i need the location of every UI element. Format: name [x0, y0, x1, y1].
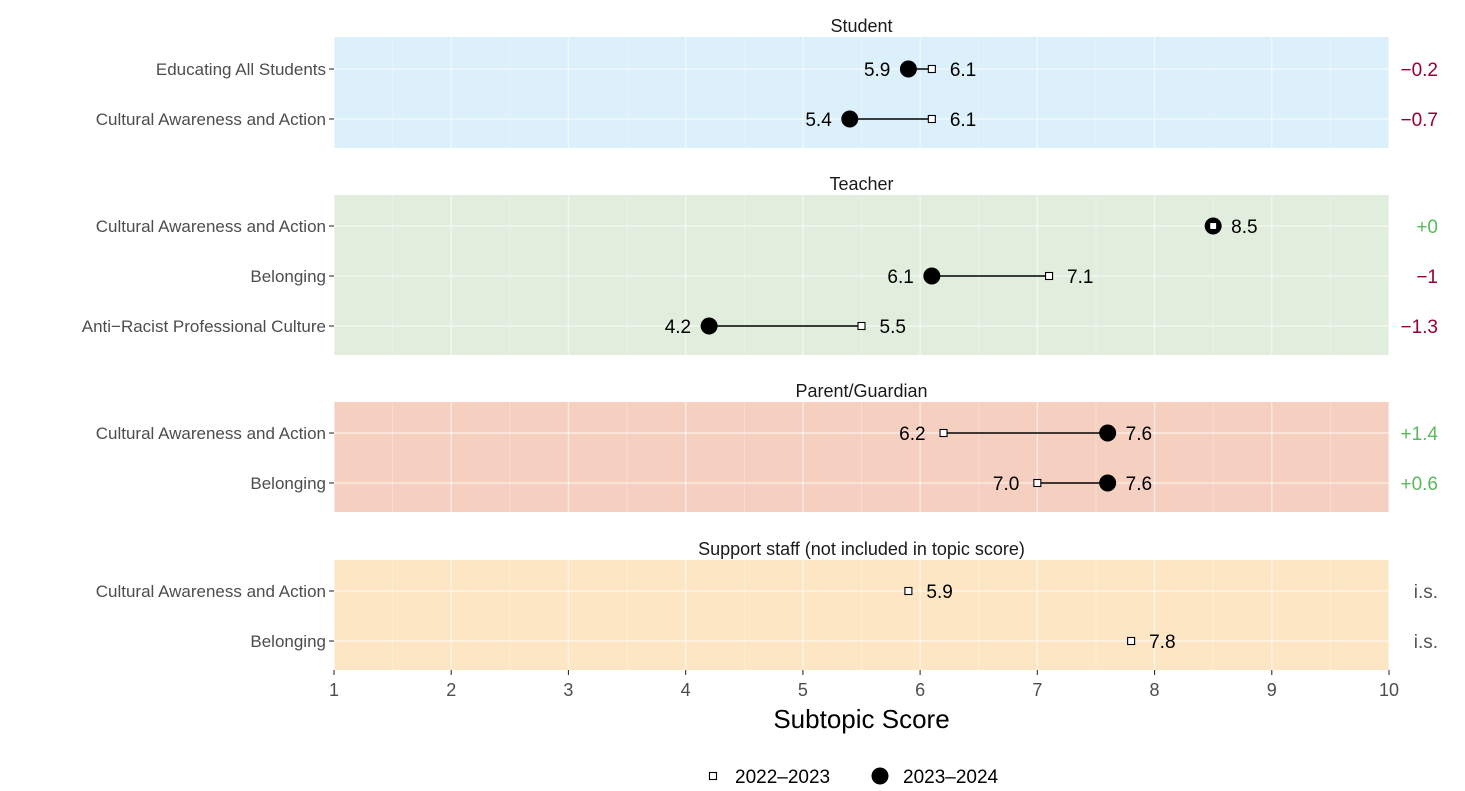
- point-2023-2024: [841, 110, 859, 128]
- panel-background: [334, 402, 1389, 512]
- x-tick-label: 8: [1150, 680, 1160, 700]
- x-tick-label: 2: [446, 680, 456, 700]
- row-label: Cultural Awareness and Action: [96, 424, 326, 443]
- value-label-2023-2024: 5.4: [805, 110, 832, 131]
- point-2023-2024: [700, 317, 718, 335]
- x-tick-label: 4: [681, 680, 691, 700]
- x-axis-title: Subtopic Score: [773, 704, 949, 734]
- point-2022-2023: [904, 586, 913, 596]
- row-label: Belonging: [250, 632, 326, 651]
- value-label-2023-2024: 5.9: [864, 60, 890, 81]
- change-label: +1.4: [1400, 424, 1438, 445]
- point-2022-2023: [1033, 478, 1042, 488]
- value-label-2022-2023: 6.1: [950, 60, 976, 81]
- value-label-2022-2023: 6.2: [899, 424, 925, 445]
- value-label-2023-2024: 8.5: [1231, 217, 1257, 238]
- point-2023-2024: [923, 267, 941, 285]
- x-tick-label: 6: [915, 680, 925, 700]
- legend-open-square: [708, 771, 718, 781]
- point-2022-2023: [939, 428, 948, 438]
- panel-title: Teacher: [829, 174, 893, 194]
- value-label-2023-2024: 7.6: [1126, 474, 1152, 495]
- point-2023-2024: [1099, 424, 1117, 442]
- row-label: Belonging: [250, 474, 326, 493]
- x-tick-label: 7: [1032, 680, 1042, 700]
- point-2023-2024: [1099, 474, 1117, 492]
- value-label-2022-2023: 7.0: [993, 474, 1019, 495]
- x-tick-label: 3: [563, 680, 573, 700]
- change-label: −1: [1416, 267, 1438, 288]
- change-label: −1.3: [1400, 317, 1438, 338]
- x-tick-label: 9: [1267, 680, 1277, 700]
- panel-background: [334, 37, 1389, 148]
- change-label: −0.7: [1400, 110, 1438, 131]
- panel-title: Support staff (not included in topic sco…: [698, 539, 1025, 559]
- x-tick-label: 1: [329, 680, 339, 700]
- row-label: Cultural Awareness and Action: [96, 110, 326, 129]
- point-2022-2023: [927, 114, 936, 124]
- x-tick-label: 10: [1379, 680, 1399, 700]
- value-label-2023-2024: 4.2: [665, 317, 691, 338]
- row-label: Cultural Awareness and Action: [96, 582, 326, 601]
- change-label: i.s.: [1414, 582, 1438, 603]
- row-label: Belonging: [250, 267, 326, 286]
- value-label-2022-2023: 5.5: [880, 317, 906, 338]
- point-2022-2023: [1045, 271, 1054, 281]
- x-tick-label: 5: [798, 680, 808, 700]
- point-2022-2023: [1127, 636, 1136, 646]
- point-2022-2023: [857, 321, 866, 331]
- panel-title: Student: [830, 16, 892, 36]
- legend-label-2023-2024: 2023–2024: [903, 767, 999, 788]
- value-label-2023-2024: 7.6: [1126, 424, 1152, 445]
- point-2022-2023: [927, 64, 936, 74]
- value-label-2023-2024: 6.1: [887, 267, 913, 288]
- value-label-2022-2023: 7.1: [1067, 267, 1093, 288]
- legend-label-2022-2023: 2022–2023: [735, 767, 830, 788]
- change-label: +0.6: [1400, 474, 1438, 495]
- row-label: Educating All Students: [156, 60, 326, 79]
- value-label-2022-2023: 6.1: [950, 110, 976, 131]
- change-label: i.s.: [1414, 632, 1438, 653]
- change-label: −0.2: [1400, 60, 1438, 81]
- panel-background: [334, 560, 1389, 670]
- change-label: +0: [1416, 217, 1438, 238]
- row-label: Anti−Racist Professional Culture: [82, 317, 326, 336]
- row-label: Cultural Awareness and Action: [96, 217, 326, 236]
- legend-filled-circle: [871, 767, 889, 785]
- point-2023-2024: [899, 60, 917, 78]
- point-2022-2023: [1209, 221, 1218, 231]
- panel-title: Parent/Guardian: [795, 381, 927, 401]
- value-label-2022-2023: 5.9: [926, 582, 952, 603]
- value-label-2022-2023: 7.8: [1149, 632, 1175, 653]
